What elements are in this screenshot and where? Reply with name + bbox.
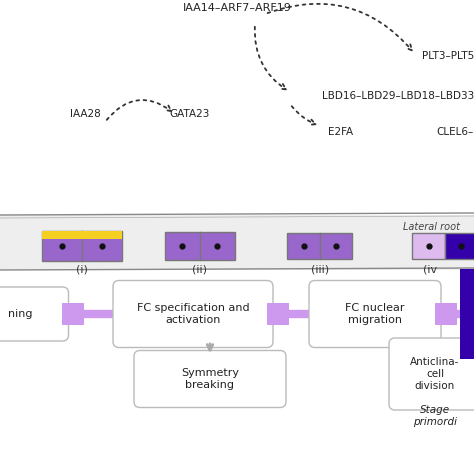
Text: Stage
primordi: Stage primordi (413, 405, 457, 427)
Bar (42, 231, 122, 239)
Bar (165, 232, 235, 260)
Bar (0, 270, 474, 474)
Bar (288, 233, 353, 259)
Text: (ii): (ii) (192, 264, 208, 274)
Bar (445, 233, 474, 259)
Bar (412, 233, 445, 259)
Text: FC specification and
activation: FC specification and activation (137, 303, 249, 325)
Text: Symmetry
breaking: Symmetry breaking (181, 368, 239, 390)
Text: IAA14–ARF7–ARF19: IAA14–ARF7–ARF19 (182, 3, 292, 13)
Bar (0, 0, 474, 215)
Bar (435, 303, 457, 325)
Text: Anticlina-
cell
division: Anticlina- cell division (410, 357, 460, 391)
Text: Lateral root: Lateral root (403, 222, 460, 232)
Text: (iii): (iii) (311, 264, 329, 274)
Text: FC nuclear
migration: FC nuclear migration (345, 303, 405, 325)
Bar (62, 303, 84, 325)
FancyBboxPatch shape (113, 281, 273, 347)
Bar (267, 303, 289, 325)
Text: E2FA: E2FA (328, 127, 353, 137)
FancyBboxPatch shape (389, 338, 474, 410)
Bar (0, 215, 474, 270)
FancyBboxPatch shape (309, 281, 441, 347)
Text: (iv: (iv (423, 264, 437, 274)
Text: CLEL6–: CLEL6– (437, 127, 474, 137)
Bar (42, 231, 122, 261)
Text: LBD16–LBD29–LBD18–LBD33: LBD16–LBD29–LBD18–LBD33 (322, 91, 474, 101)
Text: IAA28: IAA28 (70, 109, 100, 119)
Text: (i): (i) (76, 264, 88, 274)
Text: ning: ning (8, 309, 32, 319)
Bar (467, 269, 474, 359)
Bar (460, 269, 474, 359)
FancyBboxPatch shape (0, 287, 69, 341)
FancyBboxPatch shape (134, 350, 286, 408)
Text: GATA23: GATA23 (170, 109, 210, 119)
Text: PLT3–PLT5: PLT3–PLT5 (422, 51, 474, 61)
